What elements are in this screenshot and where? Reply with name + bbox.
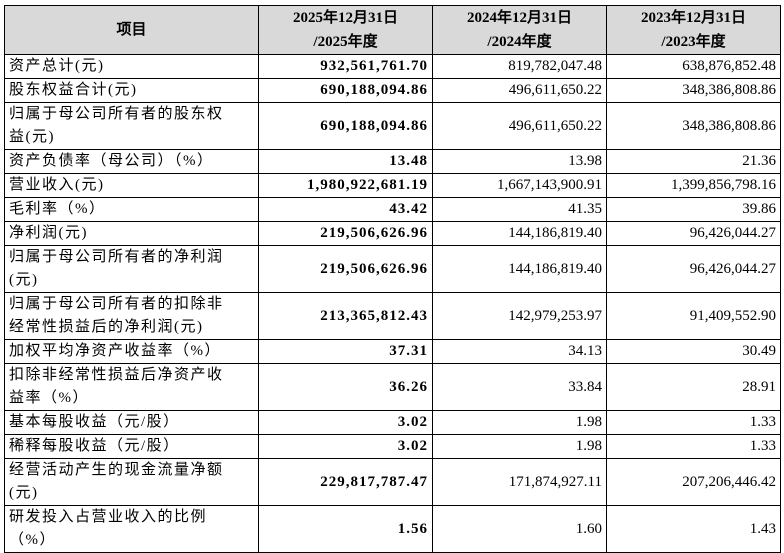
row-label: 加权平均净资产收益率（%） [4, 339, 259, 364]
value-cell: 1.60 [432, 505, 607, 553]
value-cell: 30.49 [606, 339, 781, 364]
value-cell: 496,611,650.22 [432, 78, 607, 103]
row-label: 研发投入占营业收入的比例 （%） [4, 505, 259, 553]
table-row: 归属于母公司所有者的净利润 (元) 219,506,626.96 144,186,8… [4, 245, 781, 293]
table-row: 股东权益合计(元) 690,188,094.86 496,611,650.22 348… [4, 78, 781, 103]
value-cell: 21.36 [606, 149, 781, 174]
value-cell: 37.31 [258, 339, 433, 364]
table-row: 归属于母公司所有者的股东权 益(元) 690,188,094.86 496,611,… [4, 102, 781, 150]
value-cell: 96,426,044.27 [606, 245, 781, 293]
row-label: 归属于母公司所有者的扣除非 经常性损益后的净利润(元) [4, 292, 259, 340]
table-row: 稀释每股收益（元/股） 3.02 1.98 1.33 [4, 434, 781, 459]
value-cell: 690,188,094.86 [258, 78, 433, 103]
row-label: 扣除非经常性损益后净资产收 益率（%） [4, 363, 259, 411]
value-cell: 41.35 [432, 197, 607, 222]
row-label: 股东权益合计(元) [4, 78, 259, 103]
value-cell: 1.98 [432, 434, 607, 459]
value-cell: 39.86 [606, 197, 781, 222]
value-cell: 207,206,446.42 [606, 458, 781, 506]
row-label: 资产总计(元) [4, 54, 259, 79]
value-cell: 1.56 [258, 505, 433, 553]
value-cell: 219,506,626.96 [258, 245, 433, 293]
table-row: 营业收入(元) 1,980,922,681.19 1,667,143,900.91 1… [4, 173, 781, 198]
header-cell: 项目 [4, 5, 259, 55]
table-row: 基本每股收益（元/股） 3.02 1.98 1.33 [4, 410, 781, 435]
table-row: 资产负债率（母公司）（%） 13.48 13.98 21.36 [4, 149, 781, 174]
value-cell: 932,561,761.70 [258, 54, 433, 79]
row-label: 归属于母公司所有者的净利润 (元) [4, 245, 259, 293]
value-cell: 1.33 [606, 434, 781, 459]
row-label: 经营活动产生的现金流量净额 (元) [4, 458, 259, 506]
value-cell: 96,426,044.27 [606, 221, 781, 246]
value-cell: 229,817,787.47 [258, 458, 433, 506]
value-cell: 36.26 [258, 363, 433, 411]
table-row: 研发投入占营业收入的比例 （%） 1.56 1.60 1.43 [4, 505, 781, 553]
value-cell: 1.98 [432, 410, 607, 435]
value-cell: 144,186,819.40 [432, 221, 607, 246]
value-cell: 13.98 [432, 149, 607, 174]
table-row: 扣除非经常性损益后净资产收 益率（%） 36.26 33.84 28.91 [4, 363, 781, 411]
financial-table: 项目 2025年12月31日 /2025年度 2024年12月31日 /2024年度… [4, 5, 781, 553]
row-label: 稀释每股收益（元/股） [4, 434, 259, 459]
header-row: 项目 2025年12月31日 /2025年度 2024年12月31日 /2024年度… [4, 5, 781, 55]
value-cell: 3.02 [258, 410, 433, 435]
table-row: 归属于母公司所有者的扣除非 经常性损益后的净利润(元) 213,365,812.4… [4, 292, 781, 340]
row-label: 资产负债率（母公司）（%） [4, 149, 259, 174]
value-cell: 28.91 [606, 363, 781, 411]
value-cell: 496,611,650.22 [432, 102, 607, 150]
header-cell: 2023年12月31日 /2023年度 [606, 5, 781, 55]
header-cell: 2025年12月31日 /2025年度 [258, 5, 433, 55]
value-cell: 1.33 [606, 410, 781, 435]
value-cell: 1.43 [606, 505, 781, 553]
value-cell: 1,980,922,681.19 [258, 173, 433, 198]
table-row: 经营活动产生的现金流量净额 (元) 229,817,787.47 171,874,9… [4, 458, 781, 506]
row-label: 净利润(元) [4, 221, 259, 246]
value-cell: 1,399,856,798.16 [606, 173, 781, 198]
value-cell: 91,409,552.90 [606, 292, 781, 340]
value-cell: 348,386,808.86 [606, 78, 781, 103]
value-cell: 638,876,852.48 [606, 54, 781, 79]
value-cell: 3.02 [258, 434, 433, 459]
row-label: 基本每股收益（元/股） [4, 410, 259, 435]
value-cell: 819,782,047.48 [432, 54, 607, 79]
row-label: 营业收入(元) [4, 173, 259, 198]
value-cell: 34.13 [432, 339, 607, 364]
value-cell: 1,667,143,900.91 [432, 173, 607, 198]
table-row: 净利润(元) 219,506,626.96 144,186,819.40 96,426… [4, 221, 781, 246]
table-row: 资产总计(元) 932,561,761.70 819,782,047.48 638,8… [4, 54, 781, 79]
value-cell: 144,186,819.40 [432, 245, 607, 293]
value-cell: 43.42 [258, 197, 433, 222]
value-cell: 348,386,808.86 [606, 102, 781, 150]
row-label: 毛利率（%） [4, 197, 259, 222]
value-cell: 33.84 [432, 363, 607, 411]
value-cell: 142,979,253.97 [432, 292, 607, 340]
table-row: 毛利率（%） 43.42 41.35 39.86 [4, 197, 781, 222]
value-cell: 219,506,626.96 [258, 221, 433, 246]
row-label: 归属于母公司所有者的股东权 益(元) [4, 102, 259, 150]
value-cell: 171,874,927.11 [432, 458, 607, 506]
value-cell: 690,188,094.86 [258, 102, 433, 150]
header-cell: 2024年12月31日 /2024年度 [432, 5, 607, 55]
value-cell: 13.48 [258, 149, 433, 174]
table-body: 资产总计(元) 932,561,761.70 819,782,047.48 638,8… [4, 54, 781, 553]
value-cell: 213,365,812.43 [258, 292, 433, 340]
table-row: 加权平均净资产收益率（%） 37.31 34.13 30.49 [4, 339, 781, 364]
